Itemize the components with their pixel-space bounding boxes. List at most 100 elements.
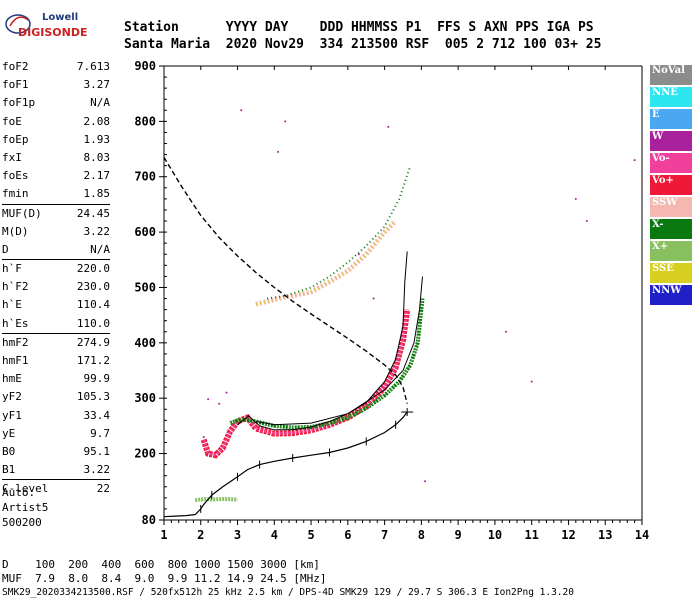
param-value: 7.613 <box>76 60 110 73</box>
logo-digisonde: DIGISONDE <box>18 26 88 39</box>
param-name: h`E <box>2 298 22 312</box>
param-row: foE 2.08 <box>2 113 110 131</box>
muf-table-muf: MUF 7.9 8.0 8.4 9.0 9.9 11.2 14.9 24.5 [… <box>2 572 327 585</box>
legend-item: Vo- <box>650 153 692 173</box>
x-tick-label: 6 <box>344 528 351 542</box>
param-row: hmF1 171.2 <box>2 352 110 370</box>
param-row: M(D) 3.22 <box>2 223 110 241</box>
legend-item: NNE <box>650 87 692 107</box>
param-value: 171.2 <box>76 354 110 367</box>
param-row: foF1p N/A <box>2 94 110 112</box>
param-name: fxI <box>2 150 22 164</box>
param-row: fmin 1.85 <box>2 185 110 203</box>
noise-dot <box>284 120 287 123</box>
param-row: foF2 7.613 <box>2 58 110 76</box>
y-tick-label: 80 <box>142 513 156 527</box>
x-second-hop-trace <box>266 165 412 300</box>
param-separator <box>2 203 110 205</box>
noise-dot <box>585 220 588 223</box>
x-tick-label: 5 <box>307 528 314 542</box>
legend-item: E <box>650 109 692 129</box>
param-value: 95.1 <box>83 444 111 458</box>
scaled-parameters: foF2 7.613 foF1 3.27 foF1p N/A foE 2.08 foEp 1.93… <box>2 58 110 499</box>
param-separator <box>2 259 110 261</box>
x-tick-label: 9 <box>455 528 462 542</box>
noise-dot <box>504 330 507 333</box>
param-value: 9.7 <box>90 426 110 440</box>
noise-dot <box>372 297 375 300</box>
y-tick-label: 200 <box>134 447 156 461</box>
param-value: 99.9 <box>83 372 111 386</box>
param-name: M(D) <box>2 224 29 238</box>
noise-dot <box>207 398 210 401</box>
param-row: hmF2 274.9 <box>2 334 110 352</box>
y-tick-label: 300 <box>134 391 156 405</box>
param-separator <box>2 332 110 334</box>
x-tick-label: 14 <box>635 528 649 542</box>
y-tick-label: 800 <box>134 114 156 128</box>
legend: NoVal NNE E W Vo- Vo+ SSW X- X+ SSE NNW <box>650 65 692 307</box>
noise-dot <box>387 125 390 128</box>
param-name: yF1 <box>2 408 22 422</box>
param-name: foE <box>2 114 22 128</box>
x-tick-label: 2 <box>197 528 204 542</box>
param-row: hmE 99.9 <box>2 370 110 388</box>
x-tick-label: 10 <box>488 528 502 542</box>
muf-table-distance: D 100 200 400 600 800 1000 1500 3000 [km… <box>2 558 320 571</box>
param-value: 230.0 <box>76 280 110 294</box>
noise-dot <box>633 159 636 162</box>
param-value: 3.22 <box>83 463 111 477</box>
noise-dot <box>357 253 360 256</box>
legend-item: W <box>650 131 692 151</box>
artist-label: Artist5 <box>2 501 49 514</box>
param-row: foEp 1.93 <box>2 131 110 149</box>
digisonde-logo-icon <box>5 14 31 34</box>
param-value: 105.3 <box>76 390 110 404</box>
param-row: B1 3.22 <box>2 461 110 479</box>
param-name: D <box>2 242 9 256</box>
auto-label: Auto: <box>2 486 36 499</box>
param-value: 3.27 <box>83 78 111 92</box>
noise-dot <box>424 480 427 483</box>
param-name: h`Es <box>2 316 29 330</box>
param-value: 22 <box>96 482 110 496</box>
legend-item: X+ <box>650 241 692 261</box>
param-value: N/A <box>90 242 110 256</box>
o-second-hop-trace-b <box>255 220 397 306</box>
param-row: yF1 33.4 <box>2 407 110 425</box>
param-row: D N/A <box>2 241 110 259</box>
param-row: h`E 110.4 <box>2 296 110 314</box>
fitted-x-trace <box>255 276 423 426</box>
param-value: 274.9 <box>76 335 110 349</box>
noise-dot <box>530 380 533 383</box>
param-separator <box>2 479 110 481</box>
legend-item: SSE <box>650 263 692 283</box>
y-tick-label: 700 <box>134 170 156 184</box>
version-label: 500200 <box>2 516 42 529</box>
digisonde-logo: Lowell DIGISONDE <box>4 8 87 40</box>
param-row: foEs 2.17 <box>2 167 110 185</box>
param-name: hmF1 <box>2 354 29 367</box>
muf-curve <box>163 157 408 404</box>
param-value: 220.0 <box>76 262 110 276</box>
param-value: 2.08 <box>83 114 111 128</box>
noise-dot <box>276 150 279 153</box>
param-row: MUF(D) 24.45 <box>2 205 110 223</box>
x-tick-label: 8 <box>418 528 425 542</box>
param-row: foF1 3.27 <box>2 76 110 94</box>
o-second-hop-trace <box>255 219 398 307</box>
param-row: h`F2 230.0 <box>2 278 110 296</box>
param-value: N/A <box>90 96 110 110</box>
logo-lowell: Lowell <box>42 12 79 23</box>
param-row: yE 9.7 <box>2 425 110 443</box>
param-row: h`Es 110.0 <box>2 315 110 333</box>
header-line-2: Santa Maria 2020 Nov29 334 213500 RSF 00… <box>124 37 602 52</box>
noise-dot <box>202 435 205 438</box>
y-tick-label: 600 <box>134 225 156 239</box>
param-row: C-level 22 <box>2 480 110 498</box>
footer-info: SMK29_2020334213500.RSF / 520fx512h 25 k… <box>2 587 574 598</box>
param-value: 33.4 <box>83 408 111 422</box>
noise-dot <box>218 402 221 405</box>
x-tick-label: 3 <box>234 528 241 542</box>
param-name: h`F <box>2 262 22 276</box>
